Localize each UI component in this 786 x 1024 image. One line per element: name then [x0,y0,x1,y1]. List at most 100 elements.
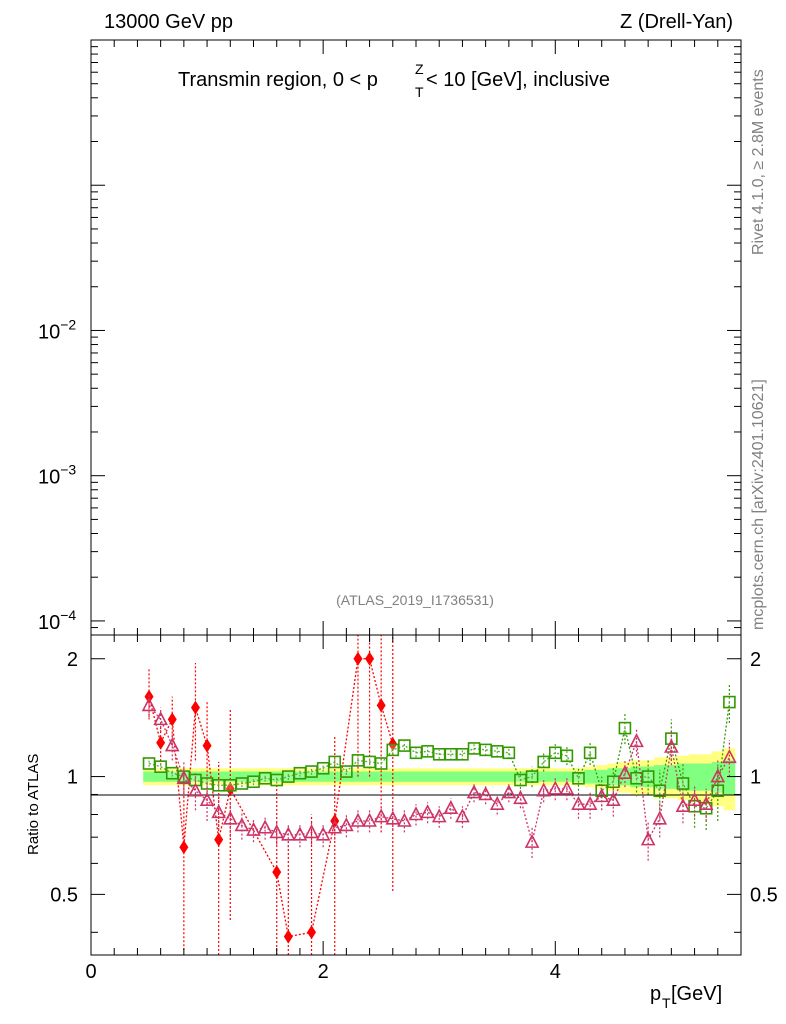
data-point-triangle [339,817,354,832]
title-suffix: < 10 [GeV], inclusive [426,69,610,91]
data-point-diamond [179,840,189,855]
data-point-square [607,775,620,789]
data-point-triangle [176,770,192,785]
ratio-series [141,635,737,955]
mc-uncertainty-bands [143,748,736,811]
data-point-triangle [524,833,540,848]
data-point-square [421,745,434,758]
data-point-triangle [222,810,238,825]
data-point-square [223,778,237,792]
data-point-triangle [304,824,319,839]
data-point-square [560,749,574,763]
data-point-triangle [582,795,598,810]
data-point-diamond [214,832,224,847]
data-point-square [456,747,469,761]
y-tick-label: 10−3 [38,462,76,489]
data-point-square [444,747,458,761]
series-line [148,701,731,809]
ratio-ylabel: Ratio to ATLAS [25,754,42,855]
data-point-triangle [292,826,308,841]
ratio-y-tick-label-left: 2 [67,649,78,671]
data-point-square [154,760,167,773]
data-point-square [525,770,539,783]
ratio-y-tick-label-right: 2 [750,649,761,671]
data-point-square [630,771,643,785]
data-point-diamond [365,651,375,666]
data-point-diamond [167,712,177,727]
data-point-square [165,766,179,780]
data-point-square [293,766,307,780]
data-point-triangle [199,792,215,807]
data-point-triangle [373,808,389,823]
data-point-triangle [571,795,586,810]
data-point-triangle [640,831,656,846]
data-point-square [490,745,504,758]
data-point-triangle [617,764,633,779]
data-point-triangle [547,780,563,795]
data-point-square [340,765,353,778]
data-point-square [386,743,400,757]
data-point-diamond [156,735,166,750]
data-point-triangle [466,784,482,799]
data-point-square [328,755,342,769]
data-point-triangle [397,812,412,827]
x-axis-label-unit: [GeV] [671,983,722,1005]
data-point-triangle [513,790,528,805]
green-band [143,760,736,795]
data-point-square [723,695,736,709]
data-point-triangle [327,819,343,834]
data-point-square [432,747,446,761]
data-point-square [247,775,260,789]
data-point-square [537,755,550,769]
data-point-triangle [606,792,621,807]
mcplots-label: mcplots.cern.ch [arXiv:2401.10621] [750,379,767,630]
data-point-triangle [687,792,702,807]
data-point-square [665,732,678,745]
x-tick-label: 0 [85,961,96,983]
data-point-square [502,746,516,760]
energy-label: 13000 GeV pp [104,11,233,33]
data-point-square [398,739,411,752]
series-triangle [141,694,737,861]
data-point-triangle [478,786,493,801]
main-y-labels: 10−2 10−3 10−4 [38,316,76,633]
data-point-triangle [153,711,168,726]
data-point-square [142,757,156,770]
data-point-triangle [164,737,180,752]
series-line [148,658,394,938]
title-sup: Z [415,61,424,77]
ratio-ticks [90,40,742,955]
data-point-triangle [652,810,668,825]
data-point-diamond [307,925,317,940]
data-point-triangle [315,826,331,841]
x-tick-label: 2 [318,961,329,983]
series-square [142,683,736,831]
rivet-label: Rivet 4.1.0, ≥ 2.8M events [750,69,767,255]
main-panel-frame [90,39,742,636]
analysis-label: (ATLAS_2019_I1736531) [336,592,494,608]
data-point-square [374,757,388,770]
x-axis-label-main: p [650,983,661,1005]
data-point-square [351,754,365,767]
data-point-triangle [362,812,377,827]
data-point-triangle [257,819,273,834]
main-y-ticks [91,39,741,636]
ratio-y-tick-label-left: 0.5 [50,884,78,906]
data-point-diamond [202,738,212,753]
data-point-square [548,746,562,760]
data-point-square [305,765,318,778]
data-point-triangle [281,826,296,841]
data-point-square [618,721,632,735]
data-point-square [270,773,284,787]
x-axis-label-sub: T [662,995,671,1011]
data-point-diamond [376,698,386,713]
data-point-square [641,770,655,783]
title-prefix: Transmin region, 0 < p [178,69,378,91]
data-point-square [235,777,249,790]
x-tick-label: 4 [550,961,561,983]
data-point-triangle [455,808,470,823]
title-sub: T [415,84,424,100]
data-point-triangle [188,782,203,797]
data-point-triangle [443,800,459,815]
data-point-square [514,773,527,787]
